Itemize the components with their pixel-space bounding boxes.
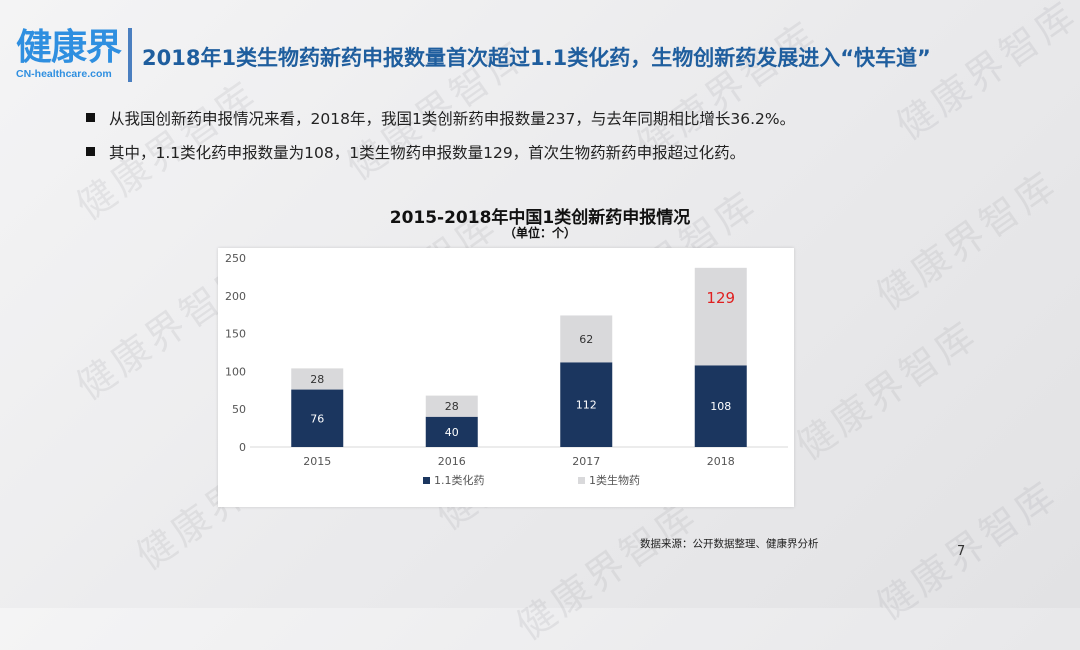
data-source: 数据来源：公开数据整理、健康界分析 xyxy=(640,538,819,550)
bullet-text: 其中，1.1类化药申报数量为108，1类生物药申报数量129，首次生物药新药申报… xyxy=(109,144,746,162)
page-number: 7 xyxy=(957,544,966,559)
x-tick-label: 2018 xyxy=(707,455,735,468)
data-label: 108 xyxy=(710,400,731,413)
data-label: 28 xyxy=(310,373,324,386)
bar-2015-1.1类化药 xyxy=(291,389,344,447)
chart-svg: 0 50 100 150 200 250 76 28 2015 40 28 2016 112 62 2017… xyxy=(225,252,788,487)
bullet-item: 从我国创新药申报情况来看，2018年，我国1类创新药申报数量237，与去年同期相… xyxy=(86,107,795,129)
y-tick-label: 250 xyxy=(225,252,246,265)
y-tick-label: 200 xyxy=(225,290,246,303)
bar-2016-1.1类化药 xyxy=(425,416,478,447)
watermark-text: 健康界智库 xyxy=(508,492,706,649)
data-label: 112 xyxy=(576,399,597,412)
bar-2018-1类生物药 xyxy=(694,267,747,366)
bullet-item: 其中，1.1类化药申报数量为108，1类生物药申报数量129，首次生物药新药申报… xyxy=(86,141,745,163)
x-tick-label: 2017 xyxy=(572,455,600,468)
chart: 0 50 100 150 200 250 76 28 2015 40 28 2016 112 62 2017… xyxy=(218,248,794,507)
data-label: 62 xyxy=(579,333,593,346)
data-label: 129 xyxy=(706,289,735,307)
data-label: 76 xyxy=(310,412,324,425)
bullet-square-icon xyxy=(86,147,95,156)
watermark-text: 健康界智库 xyxy=(788,312,986,469)
y-tick-label: 100 xyxy=(225,365,246,378)
bar-2016-1类生物药 xyxy=(425,395,478,417)
x-tick-label: 2016 xyxy=(438,455,466,468)
legend-swatch-icon xyxy=(578,477,585,484)
y-tick-label: 50 xyxy=(232,403,246,416)
legend-label: 1.1类化药 xyxy=(434,473,485,487)
x-tick-label: 2015 xyxy=(303,455,331,468)
bar-2015-1类生物药 xyxy=(291,368,344,390)
data-label: 28 xyxy=(445,400,459,413)
legend-label: 1类生物药 xyxy=(589,473,640,487)
legend-swatch-icon xyxy=(423,477,430,484)
bar-2017-1.1类化药 xyxy=(560,362,613,447)
y-tick-label: 0 xyxy=(239,441,246,454)
logo-text: 健康界 xyxy=(16,27,122,68)
bullet-text: 从我国创新药申报情况来看，2018年，我国1类创新药申报数量237，与去年同期相… xyxy=(109,110,796,128)
bar-2017-1类生物药 xyxy=(560,315,613,363)
bar-2018-1.1类化药 xyxy=(694,365,747,447)
bullet-square-icon xyxy=(86,113,95,122)
chart-title: 2015-2018年中国1类创新药申报情况 xyxy=(389,208,691,228)
watermark-text: 健康界智库 xyxy=(888,0,1080,149)
y-tick-label: 150 xyxy=(225,328,246,341)
data-label: 40 xyxy=(445,426,459,439)
slide-title: 2018年1类生物药新药申报数量首次超过1.1类化药，生物创新药发展进入“快车道… xyxy=(142,46,931,70)
chart-unit: （单位：个） xyxy=(503,226,576,240)
logo-url: CN-healthcare.com xyxy=(16,68,112,80)
logo: 健康界 CN-healthcare.com xyxy=(16,27,124,81)
title-divider xyxy=(128,28,132,82)
